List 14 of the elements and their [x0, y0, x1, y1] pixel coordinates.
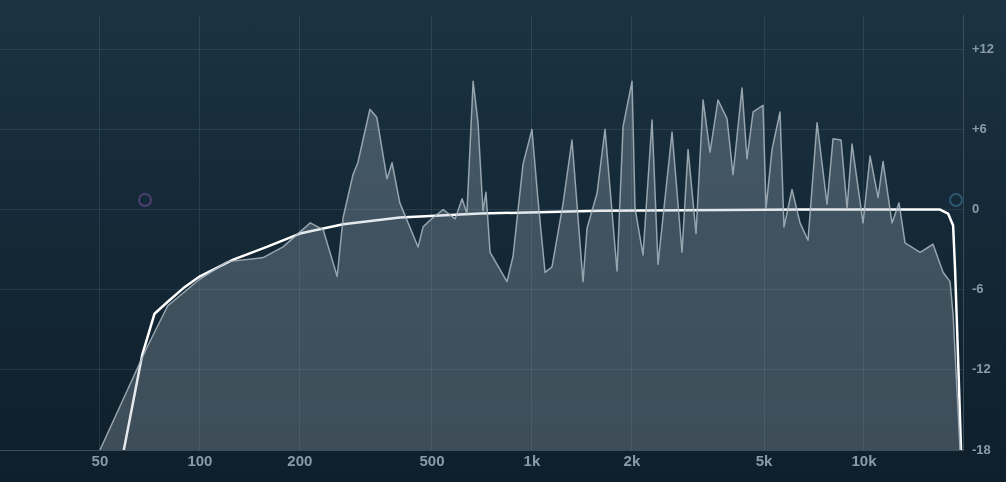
x-tick-label: 2k	[623, 452, 641, 470]
y-tick-label: +6	[971, 120, 987, 136]
x-tick-label: 10k	[851, 452, 878, 470]
x-tick-label: 200	[287, 452, 313, 470]
x-tick-label: 1k	[523, 452, 541, 470]
y-tick-label: -6	[971, 281, 984, 297]
x-tick-label: 100	[187, 452, 213, 470]
y-tick-label: -18	[971, 441, 991, 457]
y-tick-label: 0	[971, 201, 980, 217]
x-tick-label: 500	[419, 452, 445, 470]
y-tick-label: +12	[971, 40, 995, 56]
x-tick-label: 5k	[755, 452, 774, 470]
y-tick-label: -12	[971, 361, 991, 377]
x-tick-label: 50	[91, 452, 109, 470]
